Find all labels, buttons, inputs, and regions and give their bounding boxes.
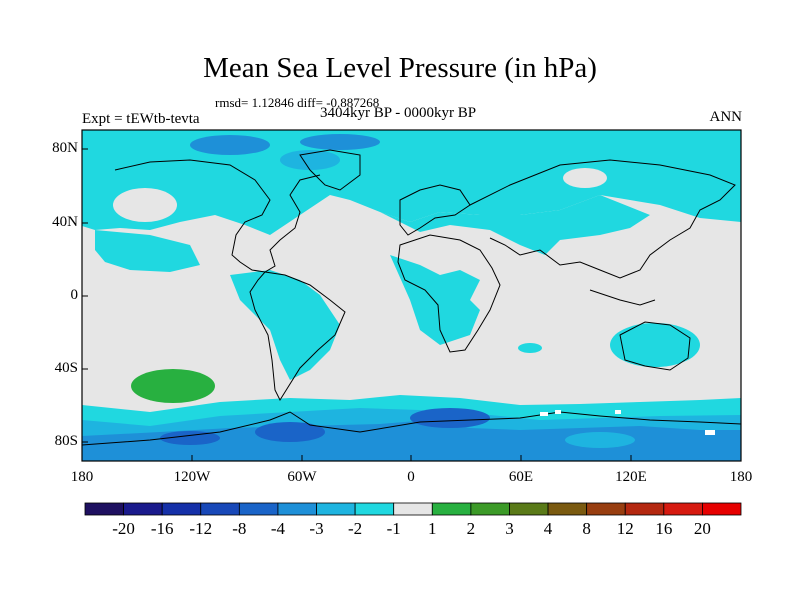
colorbar-swatch [161, 502, 202, 516]
colorbar-label: 4 [543, 519, 553, 538]
coast-south-america [249, 271, 346, 402]
colorbar-label: 2 [466, 519, 476, 538]
colorbar-label: -1 [386, 519, 401, 538]
arctic-blue-2 [300, 134, 380, 150]
lon-label-120e: 120E [615, 469, 647, 485]
lat-label-80s: 80S [54, 433, 78, 449]
colorbar-swatch [84, 502, 124, 516]
south-pacific-green [131, 369, 215, 403]
antarctic-dark-3 [160, 431, 220, 445]
lon-label-120w: 120W [173, 469, 211, 485]
colorbar-swatch [431, 502, 472, 516]
ice-1 [540, 412, 548, 416]
period-label: 3404kyr BP - 0000kyr BP [320, 105, 477, 121]
stats-text: rmsd= 1.12846 diff= -0.887268 [215, 95, 380, 110]
antarctic-dark-1 [255, 422, 325, 442]
colorbar-label: -4 [270, 519, 286, 538]
coast-africa [397, 234, 501, 353]
coast-asia [469, 159, 736, 279]
colorbar-label: 20 [693, 519, 711, 538]
north-atlantic-band [380, 195, 650, 255]
colorbar-swatch [624, 502, 665, 516]
greenland-blue [280, 150, 340, 170]
colorbar-label: 1 [428, 519, 437, 538]
colorbar-label: 16 [655, 519, 673, 538]
antarctic-blue [82, 420, 741, 461]
ice-3 [615, 410, 621, 414]
colorbar-swatch [200, 502, 240, 516]
australia-band [610, 323, 700, 367]
lon-label-180-right: 180 [729, 469, 753, 485]
lat-label-0: 0 [70, 287, 79, 303]
coast-antarctica [82, 411, 741, 446]
colorbar-swatch [316, 502, 356, 516]
colorbar-label: 3 [505, 519, 514, 538]
lat-label-40s: 40S [54, 360, 78, 376]
ice-2 [555, 410, 561, 414]
axis-ticks [82, 148, 632, 461]
colorbar-swatch [238, 502, 279, 516]
colorbar-swatch [470, 502, 510, 516]
indian-ocean-blob [518, 343, 542, 353]
pacific-high-neutral [113, 188, 177, 222]
colorbar-swatch [509, 502, 549, 516]
europe-africa-band [390, 255, 480, 345]
colorbar-label: -8 [232, 519, 247, 538]
colorbar-label: -12 [189, 519, 213, 538]
ice-patches [540, 410, 715, 435]
colorbar-label: -3 [309, 519, 324, 538]
colorbar-swatch [702, 502, 742, 516]
coast-north-america [114, 159, 321, 273]
colorbar-swatch [547, 502, 588, 516]
lon-label-60e: 60E [508, 469, 534, 485]
colorbar [84, 502, 742, 516]
lat-label-80n: 80N [52, 140, 78, 156]
colorbar-swatch [277, 502, 317, 516]
lat-label-40n: 40N [52, 214, 78, 230]
colorbar-swatch [663, 502, 703, 516]
siberia-neutral [563, 168, 607, 188]
arctic-blue-1 [190, 135, 270, 155]
east-pacific-band [95, 230, 200, 272]
map-title: Mean Sea Level Pressure (in hPa) [203, 52, 597, 84]
colorbar-label: -2 [348, 519, 363, 538]
colorbar-swatch [586, 502, 626, 516]
colorbar-label: -20 [112, 519, 135, 538]
colorbar-label: -16 [150, 519, 174, 538]
arctic-band [82, 130, 741, 235]
colorbar-label: 8 [582, 519, 591, 538]
lon-label-180-left: 180 [70, 469, 94, 485]
colorbar-swatch [354, 502, 395, 516]
south-america-band [230, 270, 340, 380]
antarctic-mid [565, 432, 635, 448]
season-label: ANN [709, 109, 743, 125]
coast-greenland [299, 149, 361, 191]
lon-label-60w: 60W [287, 469, 317, 485]
colorbar-label: 12 [616, 519, 634, 538]
coast-australia [619, 321, 691, 371]
coastlines [82, 149, 741, 446]
ice-4 [705, 430, 715, 435]
colorbar-swatch [393, 502, 433, 516]
lon-label-0: 0 [407, 469, 415, 485]
coast-indonesia [589, 289, 656, 306]
colorbar-swatch [123, 502, 163, 516]
experiment-label: Expt = tEWtb-tevta [82, 111, 200, 127]
antarctic-dark-2 [410, 408, 490, 428]
coast-europe [399, 184, 471, 236]
map-field [82, 130, 741, 461]
